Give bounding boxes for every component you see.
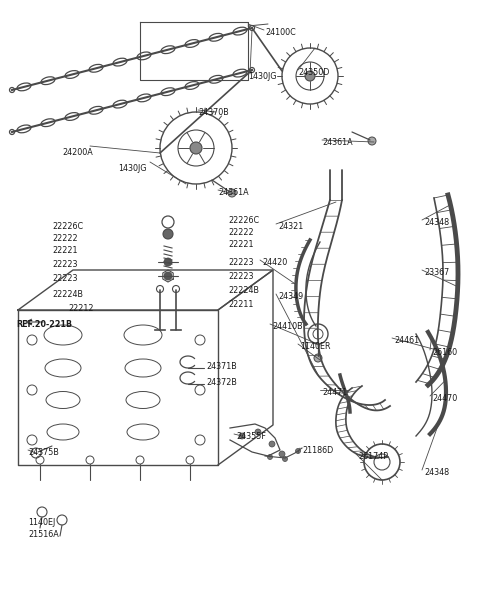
Text: 1430JG: 1430JG (118, 164, 146, 173)
Circle shape (269, 441, 275, 447)
Text: REF.20-221B: REF.20-221B (16, 320, 72, 329)
Text: 24420: 24420 (262, 258, 287, 267)
Text: 24461: 24461 (394, 336, 419, 345)
Circle shape (279, 451, 285, 457)
Text: 21186D: 21186D (302, 446, 333, 455)
Text: 23367: 23367 (424, 268, 449, 277)
Text: 22223: 22223 (228, 272, 253, 281)
Text: 22223: 22223 (228, 258, 253, 267)
Text: 22224B: 22224B (228, 286, 259, 295)
Text: 22223: 22223 (52, 274, 77, 283)
Circle shape (368, 137, 376, 145)
Text: 24349: 24349 (278, 292, 303, 301)
Text: 22223: 22223 (52, 260, 77, 269)
Circle shape (283, 456, 288, 462)
Text: 24100C: 24100C (265, 28, 296, 37)
Text: 24370B: 24370B (198, 108, 229, 117)
Text: 1430JG: 1430JG (248, 72, 276, 81)
Text: 24410B: 24410B (272, 322, 302, 331)
Text: 24348: 24348 (424, 218, 449, 227)
Circle shape (228, 189, 236, 197)
Text: 22221: 22221 (228, 240, 253, 249)
Text: 24355F: 24355F (236, 432, 266, 441)
Text: 24321: 24321 (278, 222, 303, 231)
Circle shape (305, 71, 315, 81)
Text: 24471: 24471 (322, 388, 347, 397)
Text: 24200A: 24200A (62, 148, 93, 157)
Text: 26174P: 26174P (358, 452, 388, 461)
Circle shape (314, 354, 322, 362)
Text: 22212: 22212 (68, 304, 94, 313)
Circle shape (190, 142, 202, 154)
Text: 22226C: 22226C (228, 216, 259, 225)
Text: 22222: 22222 (228, 228, 253, 237)
Text: 1140ER: 1140ER (300, 342, 331, 351)
Text: 24470: 24470 (432, 394, 457, 403)
Circle shape (255, 429, 261, 435)
Text: 26160: 26160 (432, 348, 457, 357)
Text: 24361A: 24361A (218, 188, 249, 197)
Circle shape (267, 455, 273, 459)
Circle shape (163, 229, 173, 239)
Text: 24371B: 24371B (206, 362, 237, 371)
Text: 24361A: 24361A (322, 138, 353, 147)
Text: 22224B: 22224B (52, 290, 83, 299)
Text: 24372B: 24372B (206, 378, 237, 387)
Circle shape (239, 433, 245, 439)
Text: 22211: 22211 (228, 300, 253, 309)
Text: 21516A: 21516A (28, 530, 59, 539)
Circle shape (296, 449, 300, 453)
Circle shape (164, 272, 172, 280)
Text: 24350D: 24350D (298, 68, 329, 77)
Text: 1140EJ: 1140EJ (28, 518, 55, 527)
Circle shape (164, 258, 172, 266)
Text: 24375B: 24375B (28, 448, 59, 457)
Text: 22221: 22221 (52, 246, 77, 255)
Text: 22222: 22222 (52, 234, 78, 243)
Text: 24348: 24348 (424, 468, 449, 477)
Text: 22226C: 22226C (52, 222, 83, 231)
